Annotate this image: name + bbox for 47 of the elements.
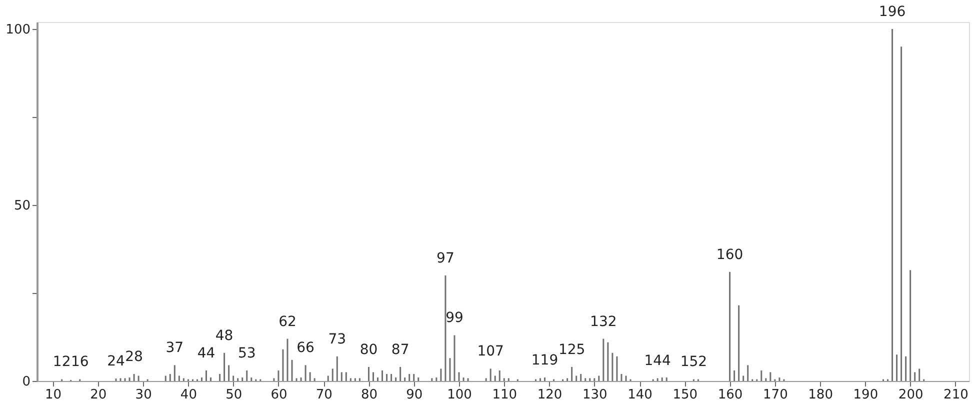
annotation: 97 [436,250,454,266]
x-tick-label: 100 [447,388,472,402]
y-tick-label: 0 [22,374,30,390]
annotation: 53 [238,345,256,362]
annotation: 144 [644,353,672,370]
annotation: 73 [328,331,346,348]
x-tick-label: 190 [853,388,878,402]
y-tick-label: 50 [14,198,30,214]
annotation: 80 [360,342,378,358]
x-tick-label: 30 [135,388,152,402]
x-tick-label: 110 [492,388,518,402]
annotation: 125 [558,342,586,358]
annotation: 37 [166,340,184,356]
annotation: 119 [531,352,558,368]
x-tick-label: 40 [180,388,197,402]
x-tick-label: 90 [406,388,423,402]
x-tick-label: 10 [45,388,62,402]
annotation: 160 [716,246,744,263]
x-tick-label: 120 [537,388,562,402]
x-tick-label: 180 [808,388,833,402]
x-tick-label: 80 [360,388,378,402]
annotation: 16 [70,354,89,370]
annotation: 28 [125,348,143,365]
annotation: 196 [878,4,906,20]
annotation: 44 [197,345,216,362]
x-tick-label: 170 [763,388,788,402]
annotation: 24 [107,354,125,370]
annotation: 132 [590,314,617,330]
annotation: 87 [391,342,410,358]
x-tick-label: 200 [898,388,924,402]
x-tick-label: 210 [944,388,968,402]
annotation: 99 [446,310,464,326]
annotation: 62 [278,314,296,330]
annotation: 66 [296,340,315,356]
x-tick-label: 160 [718,388,743,402]
x-tick-label: 70 [316,388,332,402]
x-tick-label: 50 [226,388,242,402]
x-tick-label: 140 [628,388,652,402]
y-tick-label: 100 [6,22,30,38]
x-tick-label: 20 [90,388,107,402]
x-tick-label: 60 [270,388,288,402]
annotation: 152 [680,354,708,370]
annotation: 107 [477,344,504,360]
x-tick-label: 130 [582,388,608,402]
annotation: 48 [215,328,234,344]
x-tick-label: 150 [672,388,698,402]
annotation: 12 [52,354,71,370]
